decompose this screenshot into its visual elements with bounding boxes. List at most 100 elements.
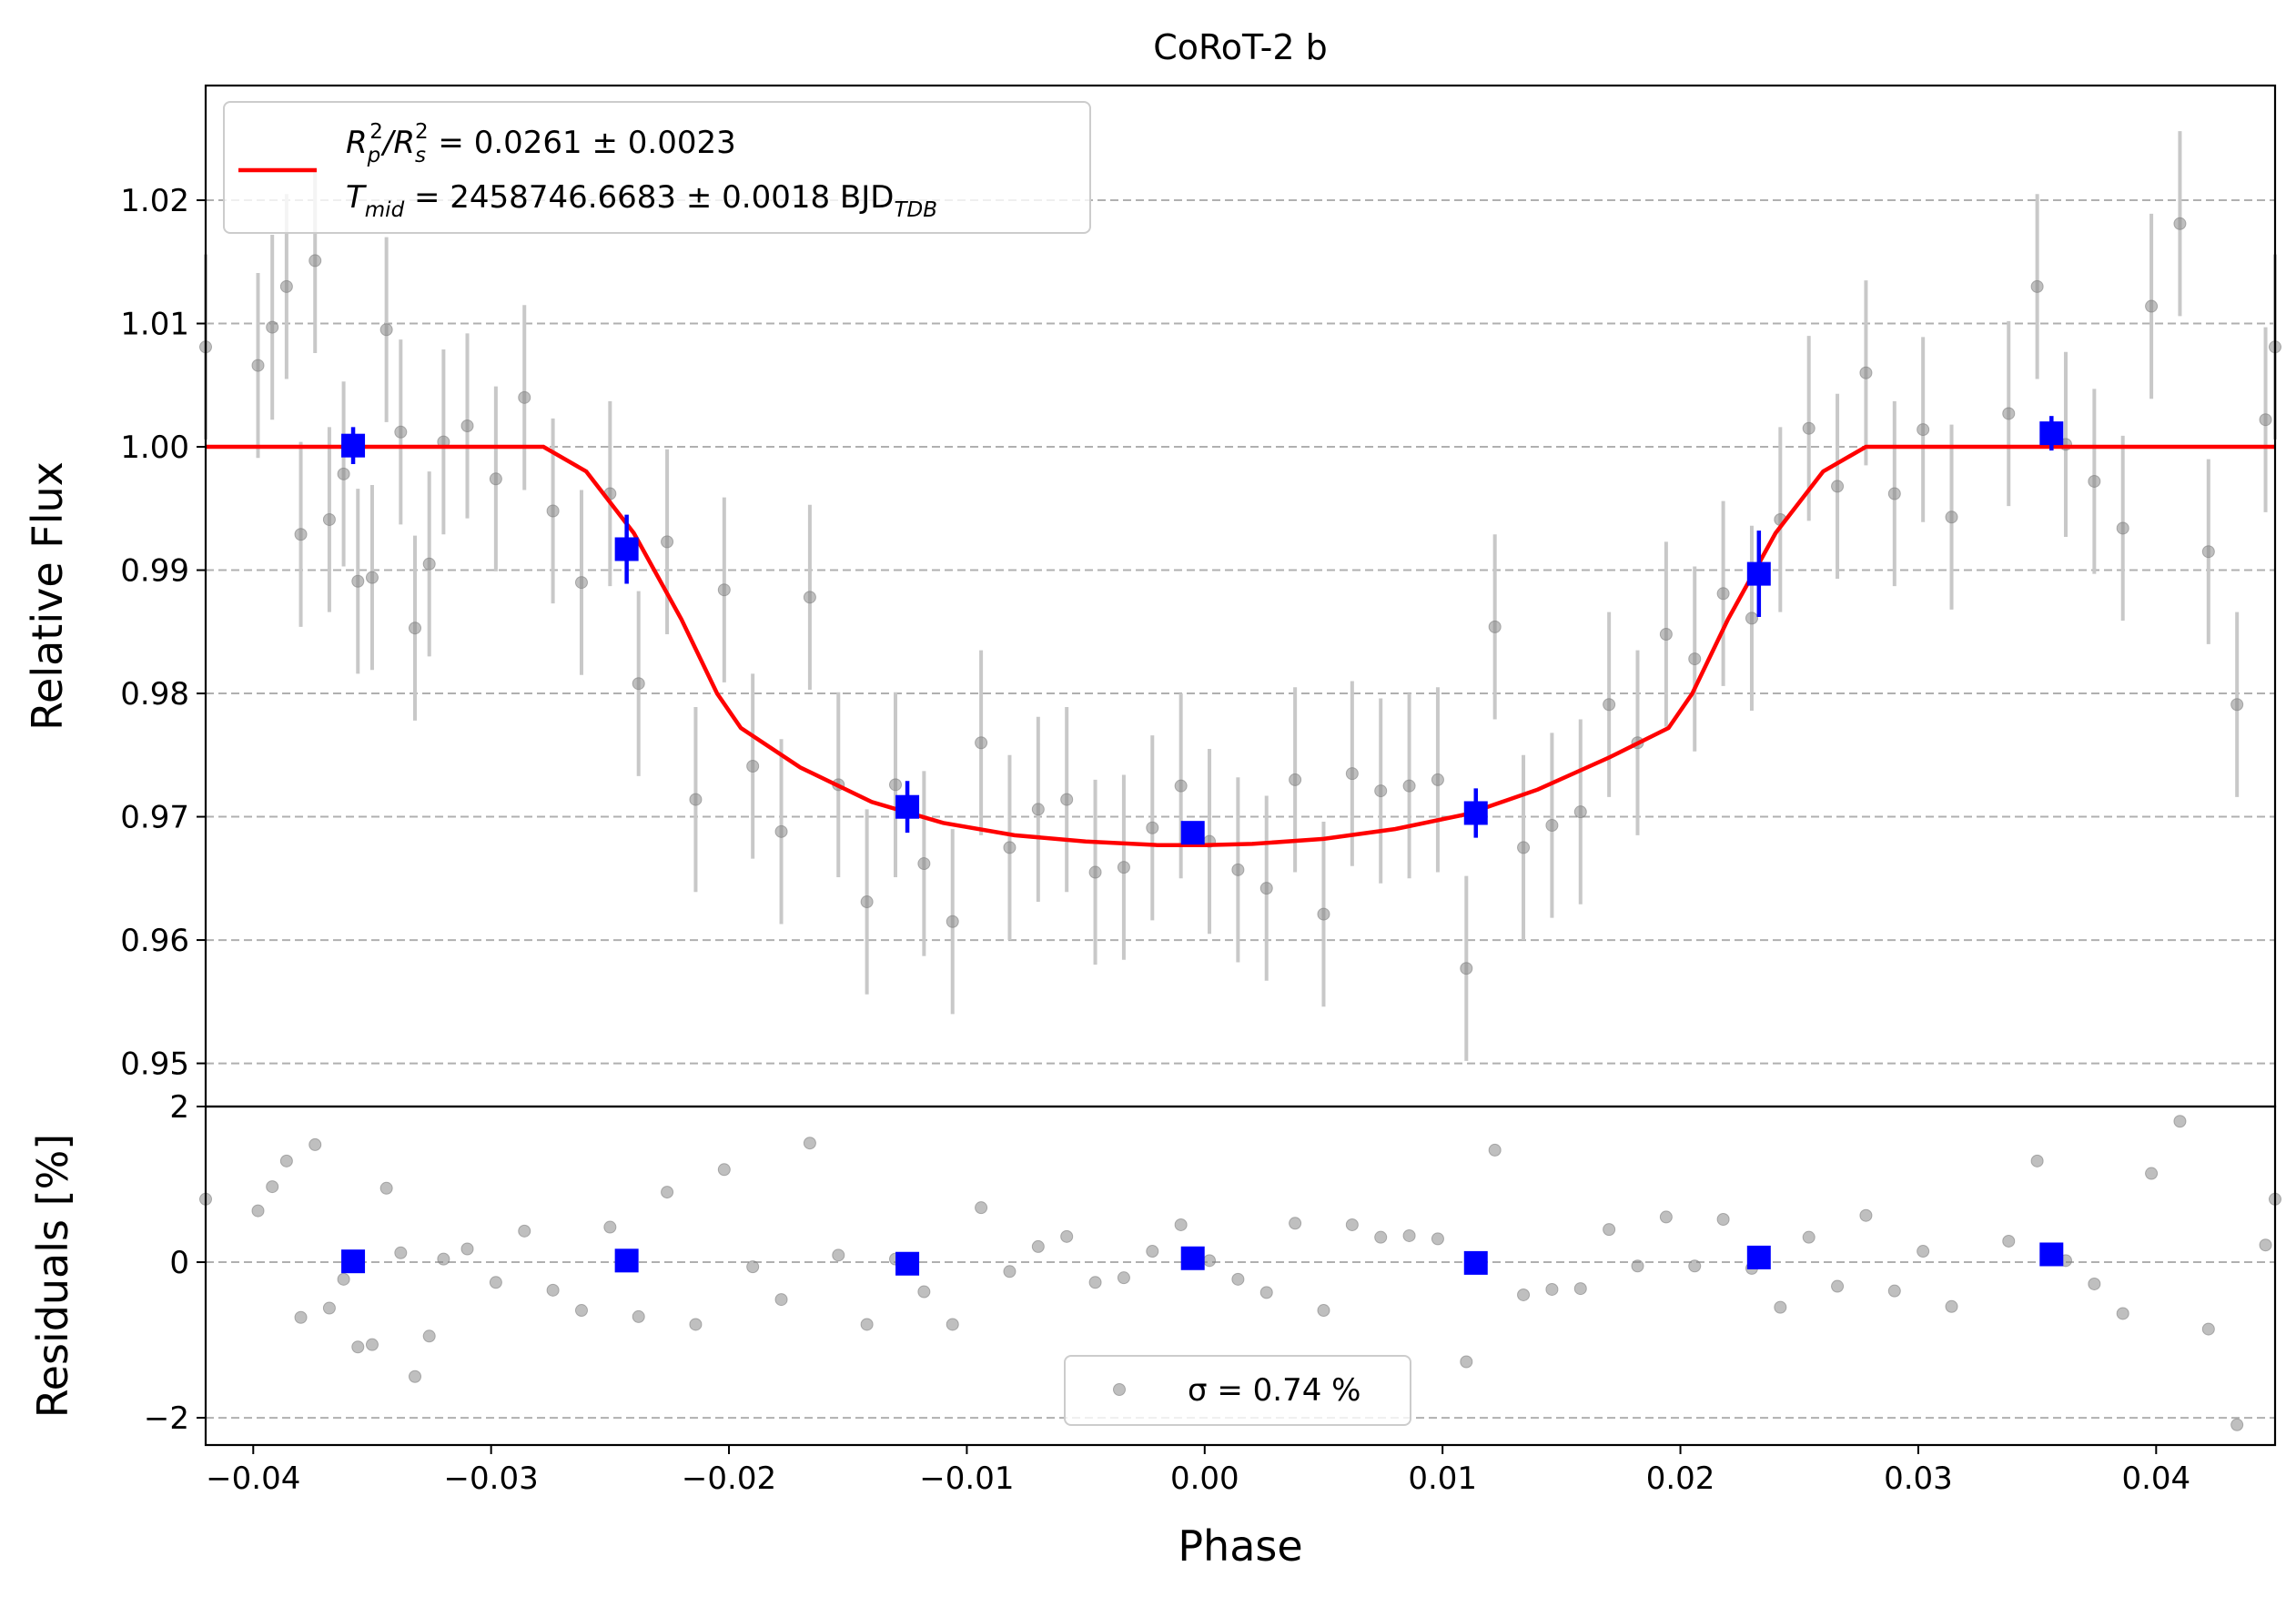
flux-raw-point — [1431, 773, 1444, 786]
flux-raw-point — [2259, 413, 2272, 427]
transit-model-line — [206, 444, 2275, 847]
residuals-raw-point — [1060, 1229, 1074, 1243]
residuals-raw-point — [746, 1260, 760, 1274]
x-axis-ticks: −0.04 −0.03 −0.02 −0.01 0.00 0.01 0.02 0.03 0.04 — [206, 1445, 2190, 1497]
flux-raw-point — [1517, 841, 1531, 854]
flux-raw-point — [661, 535, 674, 549]
flux-raw-point — [489, 472, 502, 486]
residuals-raw-point — [1146, 1245, 1159, 1258]
flux-legend-box — [223, 101, 1091, 234]
flux-raw-point — [1545, 819, 1559, 833]
flux-raw-point — [746, 760, 760, 773]
flux-raw-point — [946, 915, 959, 928]
residuals-raw-point — [437, 1252, 450, 1266]
flux-raw-point — [2002, 407, 2016, 420]
chart-title: CoRoT-2 b — [1153, 27, 1328, 67]
flux-raw-point — [1031, 803, 1045, 816]
flux-raw-point — [1231, 863, 1245, 876]
residuals-raw-point — [1031, 1239, 1045, 1253]
residuals-raw-point — [975, 1201, 988, 1215]
residuals-raw-point — [2173, 1115, 2187, 1128]
residuals-raw-point — [1631, 1259, 1644, 1273]
flux-raw-point — [1745, 611, 1758, 625]
residuals-raw-point — [1203, 1254, 1217, 1268]
residuals-raw-point — [1603, 1223, 1616, 1237]
flux-raw-points — [199, 131, 2281, 1061]
flux-y-tick-label: 0.97 — [120, 800, 189, 836]
flux-raw-point — [308, 254, 322, 268]
residuals-raw-point — [394, 1246, 408, 1259]
residuals-raw-point — [860, 1318, 874, 1331]
residuals-raw-point — [1488, 1143, 1502, 1157]
residuals-raw-point — [351, 1340, 365, 1354]
residuals-raw-point — [2002, 1234, 2016, 1248]
residuals-y-tick-label: 2 — [169, 1089, 189, 1126]
flux-binned-point — [895, 794, 920, 819]
flux-raw-point — [1859, 366, 1873, 379]
residuals-legend: σ = 0.74 % — [1064, 1355, 1411, 1426]
residuals-raw-point — [2259, 1238, 2272, 1252]
flux-binned-point — [1463, 801, 1488, 825]
residuals-y-tick-label: 0 — [169, 1245, 189, 1281]
residuals-raw-point — [365, 1338, 379, 1351]
x-tick-label: −0.04 — [206, 1460, 300, 1497]
flux-raw-point — [2230, 698, 2244, 712]
residuals-raw-point — [1774, 1300, 1787, 1314]
flux-y-tick-label: 0.95 — [120, 1046, 189, 1083]
residuals-raw-point — [2201, 1322, 2215, 1336]
residuals-binned-point — [895, 1251, 920, 1276]
flux-raw-point — [2145, 299, 2159, 313]
flux-raw-point — [917, 857, 931, 871]
flux-binned-point — [2039, 421, 2064, 446]
flux-raw-point — [1088, 865, 1102, 879]
residuals-raw-point — [1545, 1282, 1559, 1296]
flux-raw-point — [632, 677, 645, 691]
residuals-raw-point — [946, 1318, 959, 1331]
flux-binned-points — [341, 416, 2064, 845]
flux-raw-point — [322, 512, 336, 526]
residuals-raw-point — [1917, 1245, 1930, 1258]
flux-raw-point — [2116, 521, 2129, 535]
flux-raw-point — [1488, 620, 1502, 633]
flux-raw-point — [1688, 652, 1702, 666]
residuals-raw-point — [832, 1248, 845, 1262]
residuals-raw-point — [2088, 1277, 2101, 1290]
residuals-raw-point — [1003, 1265, 1017, 1279]
flux-raw-point — [1345, 767, 1359, 781]
flux-raw-point — [1659, 628, 1673, 642]
x-tick-label: −0.01 — [919, 1460, 1014, 1497]
residuals-raw-point — [1802, 1230, 1816, 1244]
legend-depth-label: Rp2/Rs2 = 0.0261 ± 0.0023 — [346, 120, 736, 167]
x-tick-label: −0.02 — [682, 1460, 776, 1497]
residuals-raw-point — [603, 1220, 617, 1234]
flux-binned-point — [1746, 561, 1771, 586]
flux-raw-point — [546, 504, 560, 518]
residuals-raw-point — [1402, 1228, 1416, 1242]
flux-raw-point — [2173, 217, 2187, 230]
flux-raw-point — [975, 736, 988, 750]
residuals-raw-point — [774, 1293, 788, 1307]
flux-raw-point — [1887, 487, 1901, 500]
x-tick-label: −0.03 — [444, 1460, 539, 1497]
residuals-y-tick-label: −2 — [144, 1400, 189, 1437]
flux-raw-point — [394, 425, 408, 439]
residuals-raw-point — [1831, 1279, 1845, 1293]
residuals-binned-points — [341, 1242, 2064, 1276]
residuals-binned-point — [1180, 1246, 1205, 1270]
residuals-raw-point — [1945, 1299, 1958, 1313]
residuals-raw-point — [803, 1137, 816, 1150]
residuals-raw-point — [1573, 1282, 1587, 1296]
flux-raw-point — [1289, 773, 1302, 786]
residuals-legend-label: σ = 0.74 % — [1188, 1372, 1360, 1409]
residuals-raw-point — [2116, 1307, 2129, 1320]
residuals-raw-point — [1345, 1218, 1359, 1231]
flux-y-axis-label: Relative Flux — [23, 461, 72, 731]
legend-tmid-label: Tmid = 2458746.6683 ± 0.0018 BJDTDB — [346, 179, 937, 222]
residuals-raw-point — [574, 1304, 588, 1318]
x-axis-label: Phase — [1178, 1521, 1302, 1571]
residuals-raw-point — [251, 1204, 265, 1218]
residuals-raw-point — [1517, 1288, 1531, 1301]
flux-y-tick-label: 0.99 — [120, 553, 189, 590]
x-tick-label: 0.01 — [1408, 1460, 1477, 1497]
